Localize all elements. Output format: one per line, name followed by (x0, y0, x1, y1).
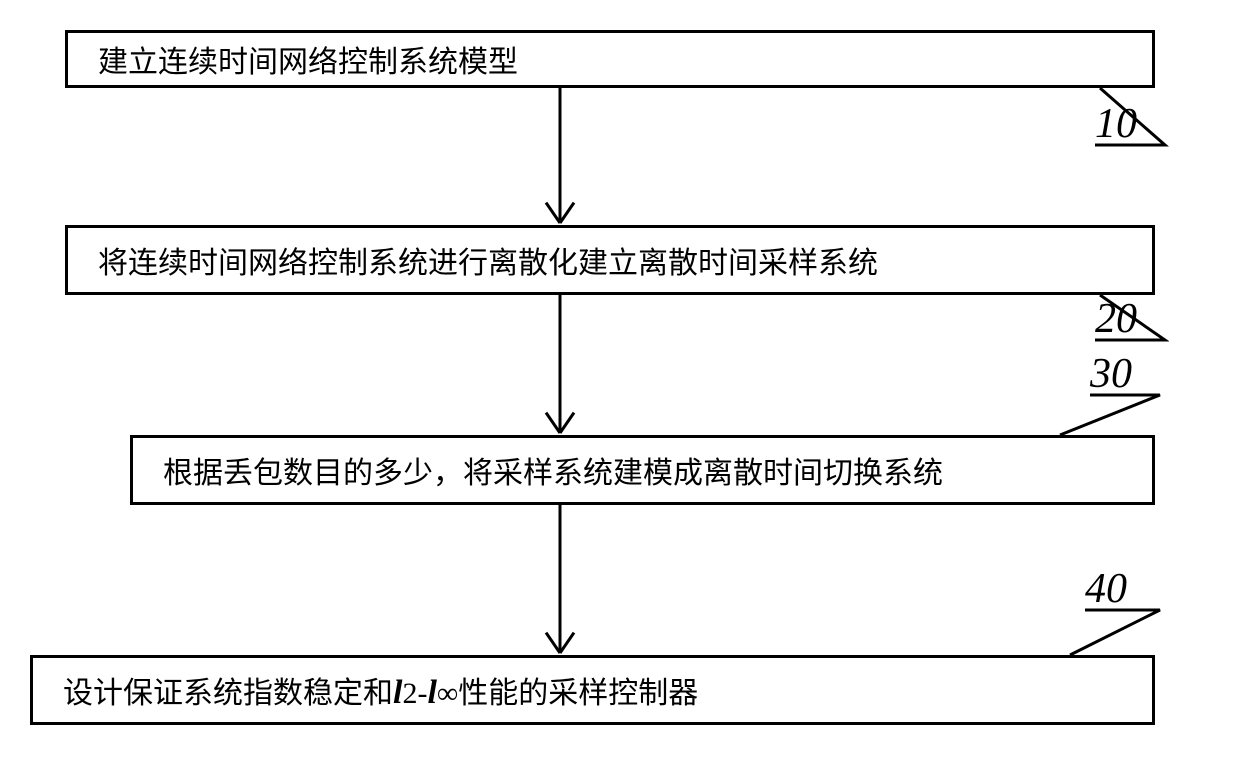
flow-step-4: 设计保证系统指数稳定和l2-l∞性能的采样控制器 (30, 655, 1155, 725)
flow-step-1: 建立连续时间网络控制系统模型 (65, 30, 1155, 88)
step-1-text: 建立连续时间网络控制系统模型 (98, 37, 518, 81)
callout-label-20: 20 (1095, 295, 1137, 343)
callout-line-40 (1066, 606, 1164, 659)
flow-step-3: 根据丢包数目的多少，将采样系统建模成离散时间切换系统 (130, 435, 1155, 505)
step-3-text: 根据丢包数目的多少，将采样系统建模成离散时间切换系统 (163, 448, 943, 492)
flow-step-2: 将连续时间网络控制系统进行离散化建立离散时间采样系统 (65, 225, 1155, 295)
step-2-text: 将连续时间网络控制系统进行离散化建立离散时间采样系统 (98, 238, 878, 282)
callout-label-40: 40 (1085, 565, 1127, 613)
arrow-2-3 (540, 295, 580, 435)
step-4-text: 设计保证系统指数稳定和l2-l∞性能的采样控制器 (63, 668, 698, 712)
callout-label-30: 30 (1090, 350, 1132, 398)
callout-line-30 (1056, 391, 1164, 439)
arrow-1-2 (540, 88, 580, 225)
arrow-3-4 (540, 505, 580, 655)
callout-label-10: 10 (1095, 100, 1137, 148)
